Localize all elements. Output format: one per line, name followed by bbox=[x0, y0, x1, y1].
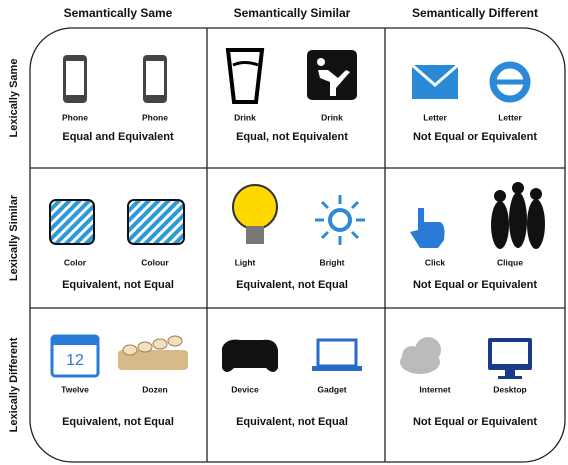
cell-caption: Not Equal or Equivalent bbox=[413, 279, 537, 291]
item-label: Internet bbox=[419, 384, 450, 394]
item-label: Light bbox=[235, 257, 256, 267]
grid bbox=[29, 27, 566, 463]
item-label: Desktop bbox=[493, 384, 527, 394]
cell-caption: Equal, not Equivalent bbox=[236, 131, 348, 143]
item-label: Drink bbox=[321, 112, 343, 122]
cell-caption: Equivalent, not Equal bbox=[62, 279, 174, 291]
item-label: Device bbox=[231, 384, 259, 394]
row-header: Lexically Same bbox=[8, 59, 20, 138]
item-label: Dozen bbox=[142, 384, 168, 394]
item-label: Drink bbox=[234, 112, 256, 122]
cell-caption: Equal and Equivalent bbox=[62, 131, 174, 143]
cell-caption: Equivalent, not Equal bbox=[236, 416, 348, 428]
item-label: Letter bbox=[423, 112, 447, 122]
column-header: Semantically Same bbox=[64, 6, 173, 20]
item-label: Clique bbox=[497, 257, 523, 267]
item-label: Letter bbox=[498, 112, 522, 122]
cell-caption: Equivalent, not Equal bbox=[236, 279, 348, 291]
cell-caption: Not Equal or Equivalent bbox=[413, 131, 537, 143]
cell-caption: Equivalent, not Equal bbox=[62, 416, 174, 428]
column-header: Semantically Similar bbox=[234, 6, 351, 20]
item-label: Colour bbox=[141, 257, 169, 267]
row-header: Lexically Similar bbox=[8, 194, 20, 281]
cell-caption: Not Equal or Equivalent bbox=[413, 416, 537, 428]
item-label: Gadget bbox=[317, 384, 346, 394]
column-header: Semantically Different bbox=[412, 6, 538, 20]
row-header: Lexically Different bbox=[8, 337, 20, 432]
item-label: Phone bbox=[62, 112, 88, 122]
item-label: Color bbox=[64, 257, 87, 267]
item-label: Click bbox=[425, 257, 446, 267]
icons bbox=[49, 48, 545, 379]
calendar-day: 12 bbox=[66, 352, 84, 369]
item-label: Phone bbox=[142, 112, 168, 122]
item-label: Bright bbox=[319, 257, 344, 267]
item-label: Twelve bbox=[61, 384, 89, 394]
